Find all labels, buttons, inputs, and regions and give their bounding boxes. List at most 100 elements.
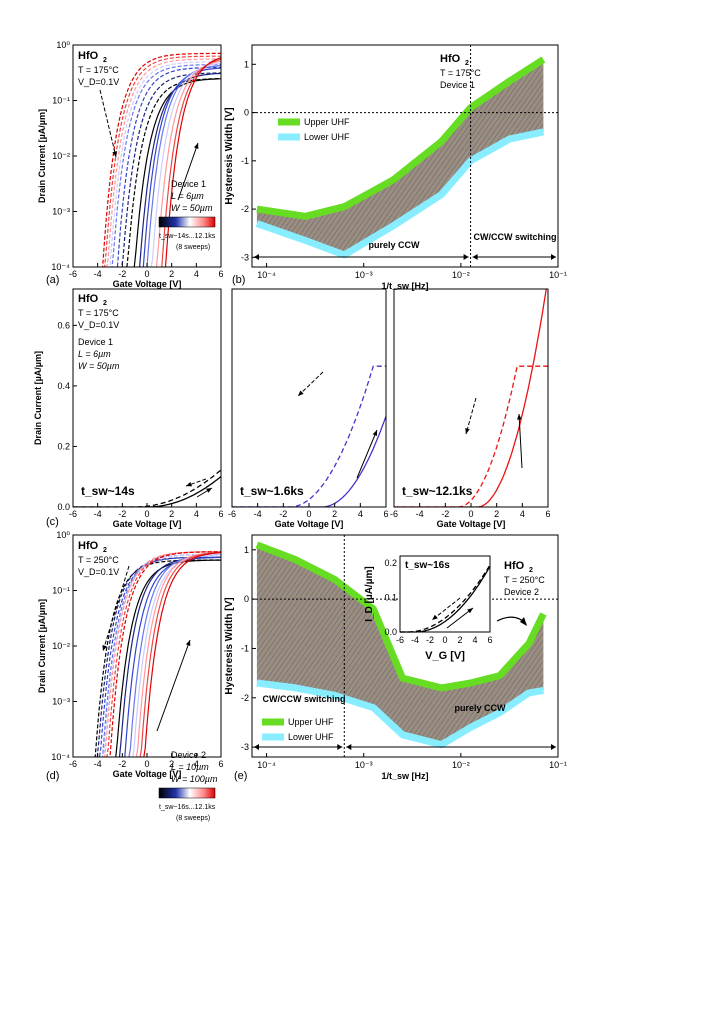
sweep-up-0 [115,559,221,757]
panel-a: 10⁻⁴ 10⁻³ 10⁻² 10⁻¹ 10⁰ -6 -4 -2 0 2 4 6 Gate Voltag… [37,40,224,289]
arrow-line [356,429,378,479]
sweep-up [232,415,386,507]
arrow-head [372,430,377,436]
plot-frame [251,44,559,268]
y-tick-label: 0.2 [57,441,70,451]
panel-label: (e) [234,770,247,782]
region-label: purely CCW [454,703,506,713]
inset-sweep-down [400,564,491,633]
y-tick-label: 10⁻¹ [52,586,70,596]
material-subscript: 2 [465,60,469,67]
x-tick-label: 10⁻³ [355,270,373,280]
x-tick-label: 6 [218,269,223,279]
plot-frame [251,534,559,758]
x-tick-label: 2 [169,509,174,519]
curves [232,365,386,507]
panel-e: -3 -2 -1 0 1 10⁻⁴ 10⁻³ 10⁻² 10⁻¹ 1/t_sw [Hz] Hyste… [224,534,567,782]
sweep-up-6 [161,58,221,267]
condition-label: Device 1 [440,80,475,90]
arrow-head [186,482,192,487]
x-axis-label: 1/t_sw [Hz] [381,771,428,781]
colorbar [158,787,216,799]
sweep-time-label: t_sw~1.6ks [240,484,304,498]
x-axis-label: Gate Voltage [V] [275,519,344,529]
y-tick-label: 1 [244,59,249,69]
sweep-down [232,365,386,507]
x-tick-label: 10⁻² [452,270,470,280]
device-label: W = 100µm [171,774,218,784]
material-subscript: 2 [103,300,107,307]
panel-label: (d) [46,770,59,782]
material-label: HfO [78,50,99,62]
x-tick-label: -4 [94,509,102,519]
arrow-head [194,143,199,149]
region-arrow-head [551,254,556,260]
upper-uhf-line [255,541,547,692]
sweep-down-1 [121,72,221,267]
lower-uhf-line [255,128,545,259]
arrow-line [156,639,191,732]
arrow-line [99,89,117,158]
material-subscript: 2 [103,547,107,554]
sweep-up-7 [143,552,221,757]
y-tick-label: 0.6 [57,320,70,330]
device-label: L = 6µm [78,349,111,359]
inset-x-tick-label: 2 [457,635,462,645]
arrow-line [185,478,207,487]
region-arrow-head [551,744,556,750]
inset-x-tick-label: -6 [396,635,404,645]
y-tick-label: 0 [244,594,249,604]
y-axis-label: Hysteresis Width [V] [224,107,235,204]
x-tick-label: 0 [144,759,149,769]
x-tick-label: 10⁻¹ [549,760,567,770]
condition-label: T = 175°C [78,65,119,75]
device-label: L = 10µm [171,762,209,772]
x-tick-label: -6 [69,509,77,519]
y-tick-label: 10⁻⁴ [51,752,70,762]
x-tick-label: -6 [228,509,236,519]
region-arrow-head [463,254,469,260]
sweeps-note: (8 sweeps) [176,244,210,251]
inset-callout-head [520,617,527,626]
device-label: Device 1 [78,337,113,347]
x-tick-label: 10⁻³ [355,760,373,770]
x-axis-label: 1/t_sw [Hz] [381,281,428,291]
condition-label: V_D=0.1V [78,77,119,87]
y-tick-label: 10⁻⁴ [51,262,70,272]
inset-x-tick-label: -2 [426,635,434,645]
y-tick-label: -1 [241,156,249,166]
region-arrow-head [472,254,478,260]
inset-y-tick-label: 0.1 [384,592,397,602]
inset-x-tick-label: -4 [411,635,419,645]
x-tick-label: 4 [520,509,525,519]
inset-y-label: I_D [µA/µm] [364,566,375,621]
arrow-head [206,488,212,493]
region-label: CW/CCW switching [263,694,346,704]
sweep-up-5 [135,551,221,757]
inset-frame [399,555,491,633]
x-tick-label: -2 [118,759,126,769]
y-tick-label: 10⁻² [52,641,70,651]
y-axis-label: Drain Current [µA/µm] [37,599,47,693]
inset-y-tick-label: 0.0 [384,627,397,637]
material-label: HfO [78,540,99,552]
sweep-up-6 [139,551,221,757]
x-axis-label: Gate Voltage [V] [113,279,182,289]
material-subscript: 2 [103,57,107,64]
panel-label: (b) [232,274,245,286]
sweep-down [394,365,548,507]
x-tick-label: -4 [416,509,424,519]
x-tick-label: -4 [94,269,102,279]
y-tick-label: 10⁰ [56,40,70,50]
region-arrow-head [254,254,259,260]
condition-label: T = 175°C [78,308,119,318]
arrow-line [465,397,477,435]
condition-label: Device 2 [504,587,539,597]
x-tick-label: 4 [358,509,363,519]
y-tick-label: -2 [241,693,249,703]
legend-label: Upper UHF [304,117,350,127]
sweep-down-7 [101,52,221,267]
device-label: L = 6µm [171,191,204,201]
arrow-head [432,614,438,620]
